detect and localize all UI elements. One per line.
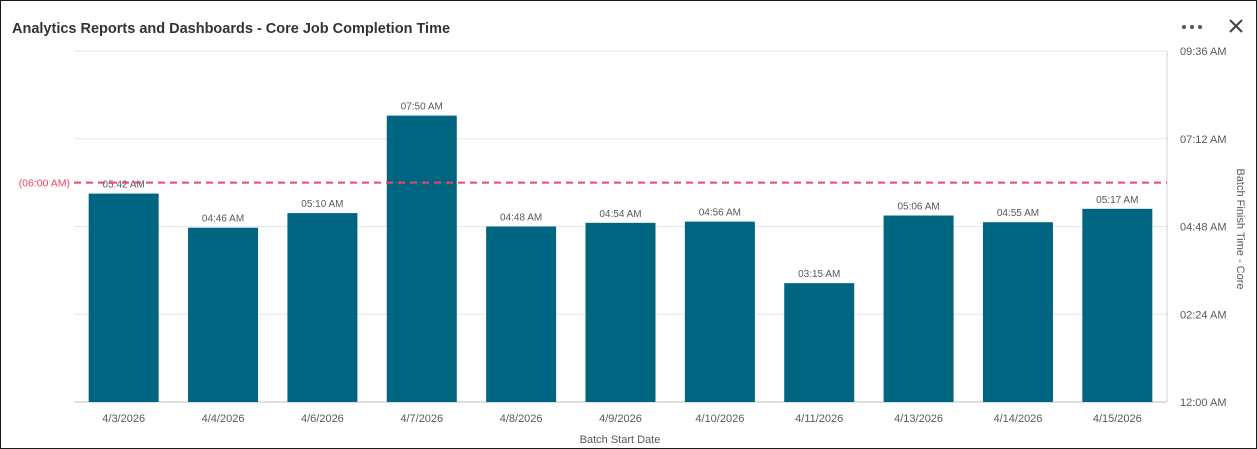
y-axis-title: Batch Finish Time - Core xyxy=(1234,168,1246,289)
more-dot xyxy=(1190,25,1194,29)
x-axis-title: Batch Start Date xyxy=(580,434,661,446)
data-label: 04:48 AM xyxy=(500,213,542,224)
x-tick-label: 4/6/2026 xyxy=(301,413,344,425)
data-label: 04:55 AM xyxy=(997,208,1039,219)
more-options-button[interactable] xyxy=(1179,15,1205,37)
bar[interactable] xyxy=(386,115,457,402)
x-tick-label: 4/4/2026 xyxy=(202,413,245,425)
y-tick-label: 09:36 AM xyxy=(1180,46,1226,58)
bars xyxy=(88,115,1153,403)
bar[interactable] xyxy=(585,222,656,402)
y-tick-label: 12:00 AM xyxy=(1180,397,1226,409)
bar[interactable] xyxy=(1082,208,1153,402)
x-tick-label: 4/7/2026 xyxy=(400,413,443,425)
data-label: 04:54 AM xyxy=(599,209,641,220)
threshold-label: (06:00 AM) xyxy=(19,178,70,190)
y-tick-label: 02:24 AM xyxy=(1180,309,1226,321)
data-label: 05:06 AM xyxy=(897,202,939,213)
data-label: 04:46 AM xyxy=(202,214,244,225)
more-dot xyxy=(1198,25,1202,29)
data-label: 05:42 AM xyxy=(103,180,145,191)
x-tick-label: 4/15/2026 xyxy=(1093,413,1142,425)
bar[interactable] xyxy=(883,215,954,402)
y-tick-label: 04:48 AM xyxy=(1180,222,1226,234)
more-horizontal-icon xyxy=(1182,25,1186,29)
data-label: 07:50 AM xyxy=(401,102,443,113)
close-button[interactable] xyxy=(1225,15,1247,37)
x-tick-label: 4/14/2026 xyxy=(993,413,1042,425)
x-tick-label: 4/11/2026 xyxy=(795,413,843,425)
x-tick-label: 4/10/2026 xyxy=(695,413,744,425)
y-axis: 12:00 AM 02:24 AM 04:48 AM 07:12 AM 09:36 AM xyxy=(1166,46,1226,409)
data-label: 05:17 AM xyxy=(1096,195,1138,206)
close-icon xyxy=(1229,19,1243,33)
y-tick-label: 07:12 AM xyxy=(1180,134,1226,146)
x-tick-label: 4/9/2026 xyxy=(599,413,642,425)
bar[interactable] xyxy=(88,193,159,402)
panel-title: Analytics Reports and Dashboards - Core … xyxy=(12,21,451,37)
x-axis: 4/3/2026 4/4/2026 4/6/2026 4/7/2026 4/8/2026… xyxy=(102,413,1142,425)
x-tick-label: 4/13/2026 xyxy=(894,413,943,425)
x-tick-label: 4/8/2026 xyxy=(500,413,543,425)
value-labels: 05:42 AM 04:46 AM 05:10 AM 07:50 AM 04:48 AM… xyxy=(103,102,1139,281)
bar[interactable] xyxy=(287,213,358,402)
data-label: 05:10 AM xyxy=(301,199,343,210)
bar[interactable] xyxy=(486,226,557,403)
bar[interactable] xyxy=(982,222,1053,402)
x-tick-label: 4/3/2026 xyxy=(102,413,145,425)
bar[interactable] xyxy=(784,283,855,402)
bar[interactable] xyxy=(684,221,755,402)
data-label: 04:56 AM xyxy=(699,208,741,219)
data-label: 03:15 AM xyxy=(798,269,840,280)
threshold-line: (06:00 AM) xyxy=(19,178,1167,190)
bar[interactable] xyxy=(188,227,259,402)
